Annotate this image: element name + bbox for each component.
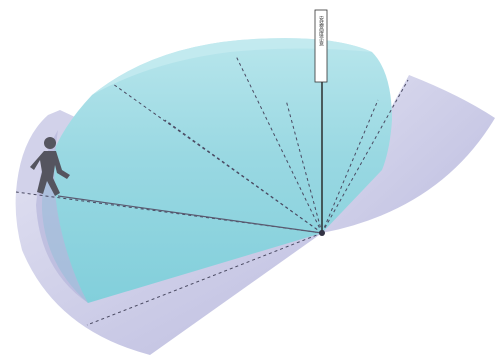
pole-label-box [314,9,328,83]
sector-line-5 [285,99,323,234]
pole-label: 安装高度示意 [318,15,324,46]
sector-line-7 [321,79,409,234]
walker-ground-line [57,195,323,234]
near-zone-top-highlight [92,38,372,95]
far-detection-zone [322,75,495,233]
sector-line-4 [235,55,323,234]
sector-lines [15,55,409,326]
sector-line-3 [164,119,323,234]
sector-line-6 [321,99,379,234]
sector-line-1 [86,232,323,326]
person-walking-icon [30,137,70,196]
near-detection-zone [41,38,392,303]
sensor-icon [319,230,325,236]
